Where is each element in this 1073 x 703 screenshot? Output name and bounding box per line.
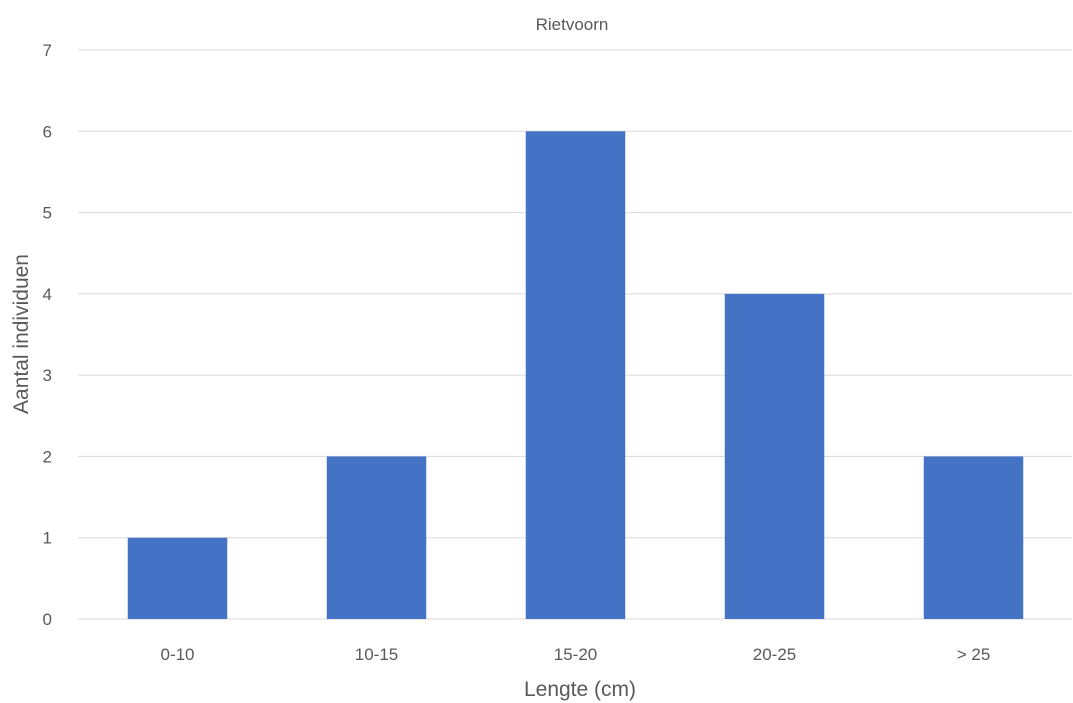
x-tick-label: 15-20 xyxy=(554,645,597,664)
x-tick-label: 20-25 xyxy=(753,645,796,664)
y-tick-label: 2 xyxy=(43,447,52,466)
x-tick-label: 0-10 xyxy=(160,645,194,664)
bar xyxy=(127,537,228,619)
bar xyxy=(923,456,1024,619)
y-tick-label: 1 xyxy=(43,529,52,548)
bar xyxy=(525,131,626,620)
y-tick-label: 7 xyxy=(43,41,52,60)
x-tick-label: > 25 xyxy=(957,645,991,664)
bars xyxy=(127,131,1024,620)
bar xyxy=(326,456,427,619)
chart-title: Rietvoorn xyxy=(536,15,609,34)
y-tick-label: 5 xyxy=(43,204,52,223)
x-tick-label: 10-15 xyxy=(355,645,398,664)
x-axis-title: Lengte (cm) xyxy=(524,678,636,701)
bar xyxy=(724,293,825,619)
y-tick-label: 4 xyxy=(43,285,52,304)
y-tick-label: 6 xyxy=(43,122,52,141)
y-tick-label: 0 xyxy=(43,610,52,629)
y-axis-title: Aantal individuen xyxy=(10,254,33,414)
y-tick-label: 3 xyxy=(43,366,52,385)
x-axis-ticks: 0-10 10-15 15-20 20-25 > 25 xyxy=(160,645,990,664)
y-axis-ticks: 0 1 2 3 4 5 6 7 xyxy=(43,41,52,629)
